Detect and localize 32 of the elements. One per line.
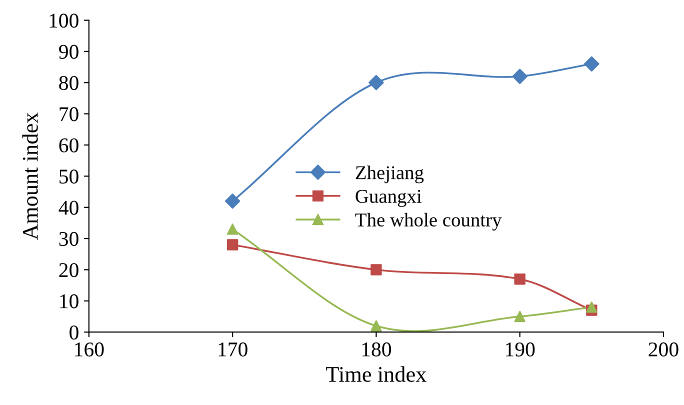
x-tick-label: 190 — [506, 342, 535, 356]
x-tick-label: 180 — [362, 342, 392, 356]
y-tick-label: 80 — [59, 76, 78, 90]
y-tick-label: 20 — [59, 263, 78, 278]
point — [226, 239, 238, 250]
legend-label: Zhejiang — [356, 166, 424, 184]
y-tick-label: 30 — [59, 232, 78, 246]
point — [512, 68, 528, 84]
y-tick-label: 50 — [60, 170, 78, 184]
legend-label: The whole country — [355, 212, 502, 231]
y-tick-label: 60 — [59, 138, 78, 152]
legend-label: Guangxi — [356, 190, 422, 207]
y-tick-label: 40 — [58, 200, 78, 215]
point — [368, 74, 384, 90]
x-axis-title: Time index — [326, 366, 426, 382]
y-tick-label: 10 — [60, 294, 78, 308]
y-axis-title: Amount index — [22, 112, 38, 240]
point — [514, 310, 526, 322]
y-tick-label: 70 — [60, 107, 78, 122]
point — [226, 224, 238, 235]
point — [370, 320, 382, 332]
y-tick-label: 90 — [59, 44, 78, 59]
y-tick-label: 100 — [50, 14, 78, 28]
point — [514, 273, 526, 285]
x-tick-label: 200 — [648, 342, 678, 356]
x-tick-label: 170 — [218, 342, 248, 356]
point — [370, 264, 382, 276]
x-tick-label: 160 — [75, 342, 104, 356]
y-tick-label: 0 — [70, 325, 78, 340]
point — [586, 302, 598, 313]
point — [584, 56, 600, 72]
point — [224, 193, 240, 209]
